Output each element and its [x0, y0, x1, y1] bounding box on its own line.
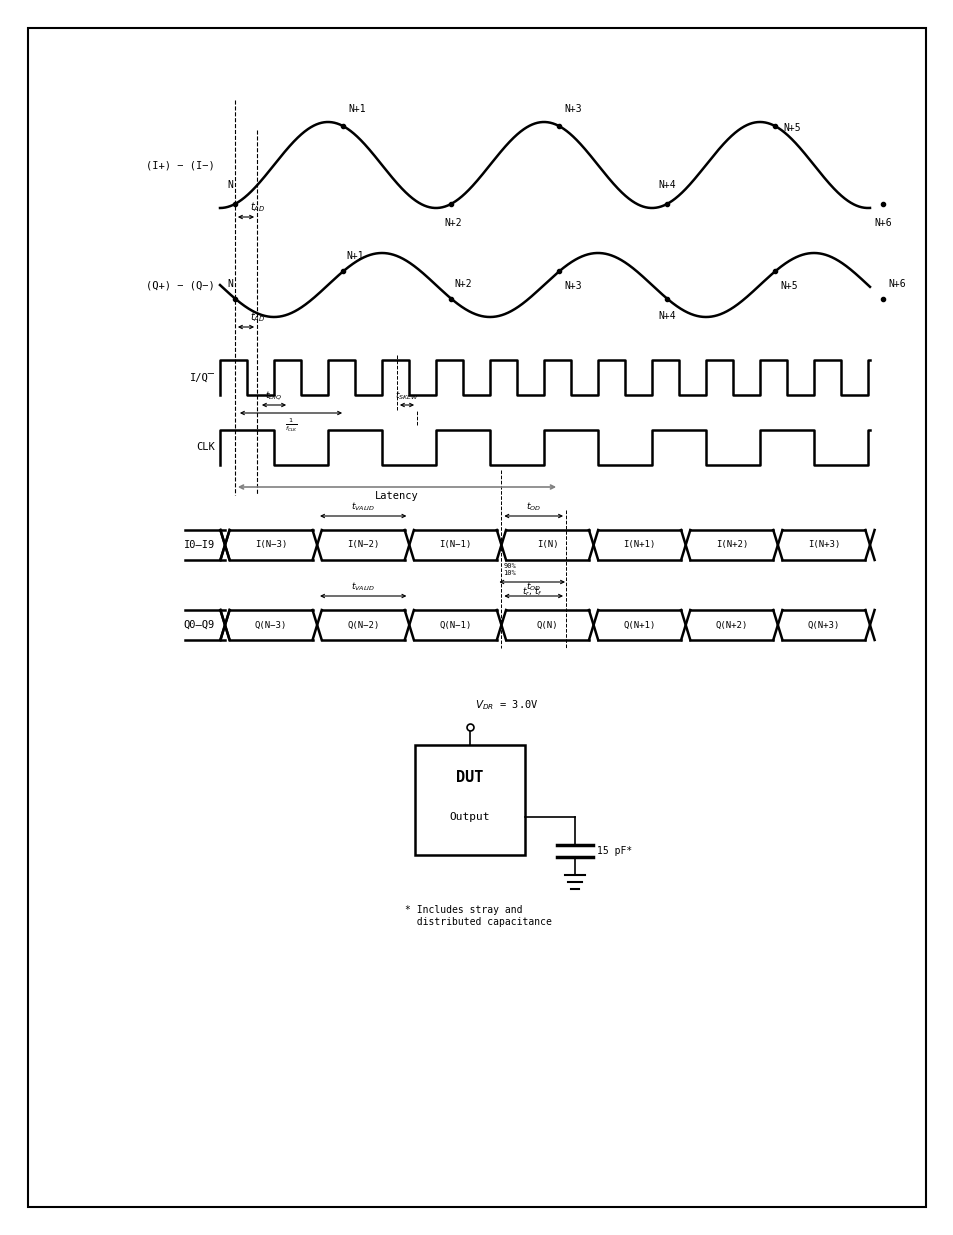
- Text: Q(N−1): Q(N−1): [438, 620, 471, 630]
- Text: Q(N): Q(N): [537, 620, 558, 630]
- Text: Q(N−2): Q(N−2): [347, 620, 379, 630]
- Text: I(N−1): I(N−1): [438, 541, 471, 550]
- Text: N+6: N+6: [873, 217, 891, 228]
- Text: N+2: N+2: [454, 279, 471, 289]
- Text: N+5: N+5: [782, 124, 800, 133]
- Text: N+1: N+1: [346, 252, 363, 262]
- Text: (Q+) − (Q−): (Q+) − (Q−): [146, 280, 214, 290]
- Text: Q0–Q9: Q0–Q9: [184, 620, 214, 630]
- Text: $t_{VALID}$: $t_{VALID}$: [351, 500, 375, 513]
- Text: $t_{VALID}$: $t_{VALID}$: [351, 580, 375, 593]
- Text: $t_{DIQ}$: $t_{DIQ}$: [265, 389, 282, 403]
- Text: $t_{AD}$: $t_{AD}$: [250, 200, 265, 214]
- Text: 15 pF*: 15 pF*: [597, 846, 632, 856]
- Text: $t_{OD}$: $t_{OD}$: [525, 580, 540, 593]
- Text: I(N+3): I(N+3): [807, 541, 840, 550]
- Text: Q(N+3): Q(N+3): [807, 620, 840, 630]
- Text: N: N: [227, 180, 233, 190]
- Text: DUT: DUT: [456, 769, 483, 784]
- Text: $\frac{1}{f_{CLK}}$: $\frac{1}{f_{CLK}}$: [284, 416, 297, 433]
- Text: N+4: N+4: [658, 180, 675, 190]
- Text: $t_{SKEW}$: $t_{SKEW}$: [395, 389, 418, 403]
- Text: (I+) − (I−): (I+) − (I−): [146, 161, 214, 170]
- Text: $t_{AD}$: $t_{AD}$: [250, 310, 265, 324]
- Text: I(N−3): I(N−3): [254, 541, 287, 550]
- Text: N: N: [227, 279, 233, 289]
- Text: I(N−2): I(N−2): [347, 541, 379, 550]
- Text: * Includes stray and
  distributed capacitance: * Includes stray and distributed capacit…: [405, 905, 551, 926]
- Text: Q(N−3): Q(N−3): [254, 620, 287, 630]
- Text: N+3: N+3: [563, 282, 581, 291]
- Text: I0–I9: I0–I9: [184, 540, 214, 550]
- Text: N+6: N+6: [887, 279, 904, 289]
- Text: Q(N+1): Q(N+1): [623, 620, 655, 630]
- Text: $V_{DR}$ = 3.0V: $V_{DR}$ = 3.0V: [475, 698, 537, 711]
- Text: 90%
10%: 90% 10%: [503, 563, 516, 576]
- Text: Output: Output: [449, 811, 490, 823]
- Bar: [415, 745, 524, 855]
- Text: $t_r$, $t_f$: $t_r$, $t_f$: [521, 585, 542, 598]
- Text: N+3: N+3: [563, 104, 581, 114]
- Text: Latency: Latency: [375, 492, 418, 501]
- Text: CLK: CLK: [196, 442, 214, 452]
- Text: I(N): I(N): [537, 541, 558, 550]
- Text: I(N+1): I(N+1): [623, 541, 655, 550]
- Text: $t_{OD}$: $t_{OD}$: [525, 500, 540, 513]
- Text: I(N+2): I(N+2): [715, 541, 747, 550]
- Text: N+1: N+1: [348, 104, 365, 114]
- Text: N+4: N+4: [658, 310, 675, 321]
- Text: N+5: N+5: [780, 282, 797, 291]
- Text: I/Q̅: I/Q̅: [190, 373, 214, 383]
- Text: Q(N+2): Q(N+2): [715, 620, 747, 630]
- Text: N+2: N+2: [444, 217, 461, 228]
